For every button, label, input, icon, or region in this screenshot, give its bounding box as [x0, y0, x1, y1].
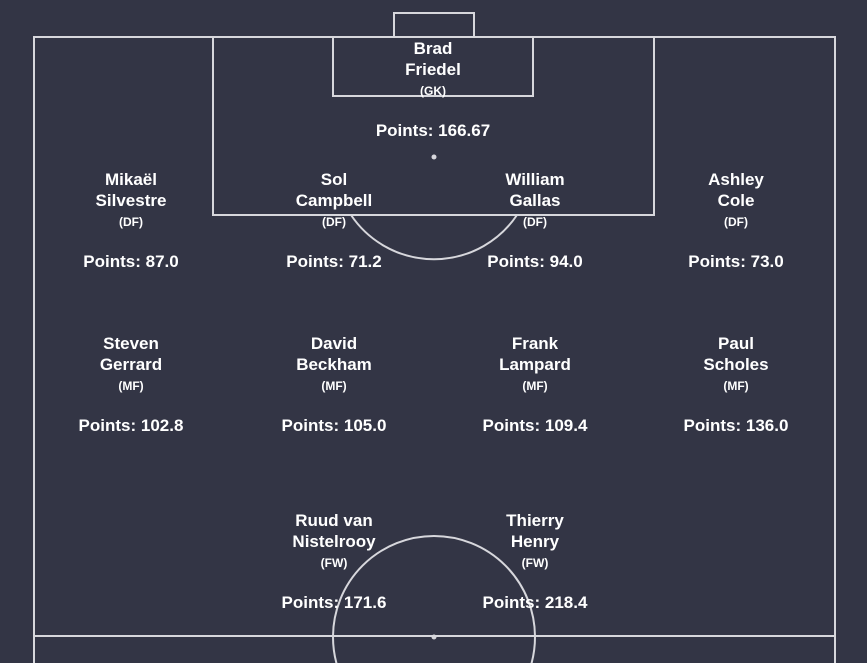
points-label: Points:	[487, 252, 545, 271]
player-first-name: William	[505, 170, 565, 189]
player-position: (GK)	[420, 84, 446, 98]
points-label: Points:	[83, 252, 141, 271]
player-points: Points: 218.4	[450, 592, 620, 613]
points-value: 71.2	[348, 252, 382, 271]
points-label: Points:	[78, 416, 137, 435]
player-first-name: Paul	[718, 334, 754, 353]
goal-area	[332, 36, 534, 97]
player-card-midfielder: Steven Gerrard (MF) Points: 102.8	[46, 333, 216, 436]
player-points: Points: 136.0	[651, 415, 821, 436]
player-points: Points: 71.2	[249, 251, 419, 272]
center-circle	[332, 535, 536, 663]
points-label: Points:	[482, 593, 541, 612]
points-value: 105.0	[343, 416, 387, 435]
player-last-name: Gallas	[509, 191, 561, 210]
player-position: (MF)	[118, 379, 144, 393]
player-first-name: David	[310, 334, 358, 353]
points-value: 94.0	[549, 252, 583, 271]
player-last-name: Campbell	[295, 191, 373, 210]
points-label: Points:	[688, 252, 746, 271]
player-card-forward: Ruud van Nistelrooy (FW) Points: 171.6	[249, 510, 419, 613]
player-position: (DF)	[523, 215, 547, 229]
player-last-name: Scholes	[703, 355, 769, 374]
player-points: Points: 105.0	[249, 415, 419, 436]
points-label: Points:	[683, 416, 742, 435]
player-position: (DF)	[724, 215, 748, 229]
points-label: Points:	[281, 593, 340, 612]
player-first-name: Mikaël	[105, 170, 157, 189]
player-first-name: Sol	[320, 170, 348, 189]
player-position: (MF)	[522, 379, 548, 393]
player-points: Points: 94.0	[450, 251, 620, 272]
player-last-name: Lampard	[499, 355, 571, 374]
points-value: 136.0	[745, 416, 789, 435]
player-last-name: Friedel	[405, 60, 461, 79]
player-card-goalkeeper: Brad Friedel (GK) Points: 166.67	[348, 38, 518, 141]
player-points: Points: 171.6	[249, 592, 419, 613]
player-card-defender: Sol Campbell (DF) Points: 71.2	[249, 169, 419, 272]
penalty-arc	[350, 214, 518, 261]
points-label: Points:	[286, 252, 344, 271]
player-last-name: Beckham	[296, 355, 372, 374]
player-card-midfielder: Frank Lampard (MF) Points: 109.4	[450, 333, 620, 436]
player-last-name: Silvestre	[95, 191, 167, 210]
goal	[393, 12, 475, 38]
player-card-defender: Ashley Cole (DF) Points: 73.0	[651, 169, 821, 272]
player-last-name: Gerrard	[99, 355, 163, 374]
points-value: 109.4	[544, 416, 588, 435]
player-position: (DF)	[119, 215, 143, 229]
player-card-midfielder: David Beckham (MF) Points: 105.0	[249, 333, 419, 436]
player-points: Points: 102.8	[46, 415, 216, 436]
player-position: (MF)	[321, 379, 347, 393]
player-points: Points: 73.0	[651, 251, 821, 272]
player-points: Points: 87.0	[46, 251, 216, 272]
player-first-name: Ruud van	[295, 511, 373, 530]
points-value: 73.0	[750, 252, 784, 271]
player-points: Points: 166.67	[348, 120, 518, 141]
player-first-name: Thierry	[506, 511, 564, 530]
player-last-name: Cole	[717, 191, 755, 210]
player-card-midfielder: Paul Scholes (MF) Points: 136.0	[651, 333, 821, 436]
player-position: (MF)	[723, 379, 749, 393]
player-first-name: Steven	[103, 334, 159, 353]
player-position: (FW)	[320, 556, 348, 570]
player-first-name: Ashley	[708, 170, 764, 189]
player-card-forward: Thierry Henry (FW) Points: 218.4	[450, 510, 620, 613]
player-last-name: Henry	[510, 532, 560, 551]
points-value: 87.0	[145, 252, 179, 271]
player-card-defender: William Gallas (DF) Points: 94.0	[450, 169, 620, 272]
points-value: 102.8	[140, 416, 184, 435]
player-position: (DF)	[322, 215, 346, 229]
points-value: 166.67	[438, 121, 491, 140]
points-label: Points:	[281, 416, 340, 435]
player-position: (FW)	[521, 556, 549, 570]
center-spot	[431, 634, 437, 640]
penalty-spot	[431, 154, 437, 160]
player-points: Points: 109.4	[450, 415, 620, 436]
player-first-name: Frank	[511, 334, 559, 353]
points-value: 218.4	[544, 593, 588, 612]
player-last-name: Nistelrooy	[292, 532, 376, 551]
player-card-defender: Mikaël Silvestre (DF) Points: 87.0	[46, 169, 216, 272]
points-label: Points:	[482, 416, 541, 435]
points-label: Points:	[375, 121, 434, 140]
player-first-name: Brad	[413, 39, 453, 58]
points-value: 171.6	[343, 593, 387, 612]
